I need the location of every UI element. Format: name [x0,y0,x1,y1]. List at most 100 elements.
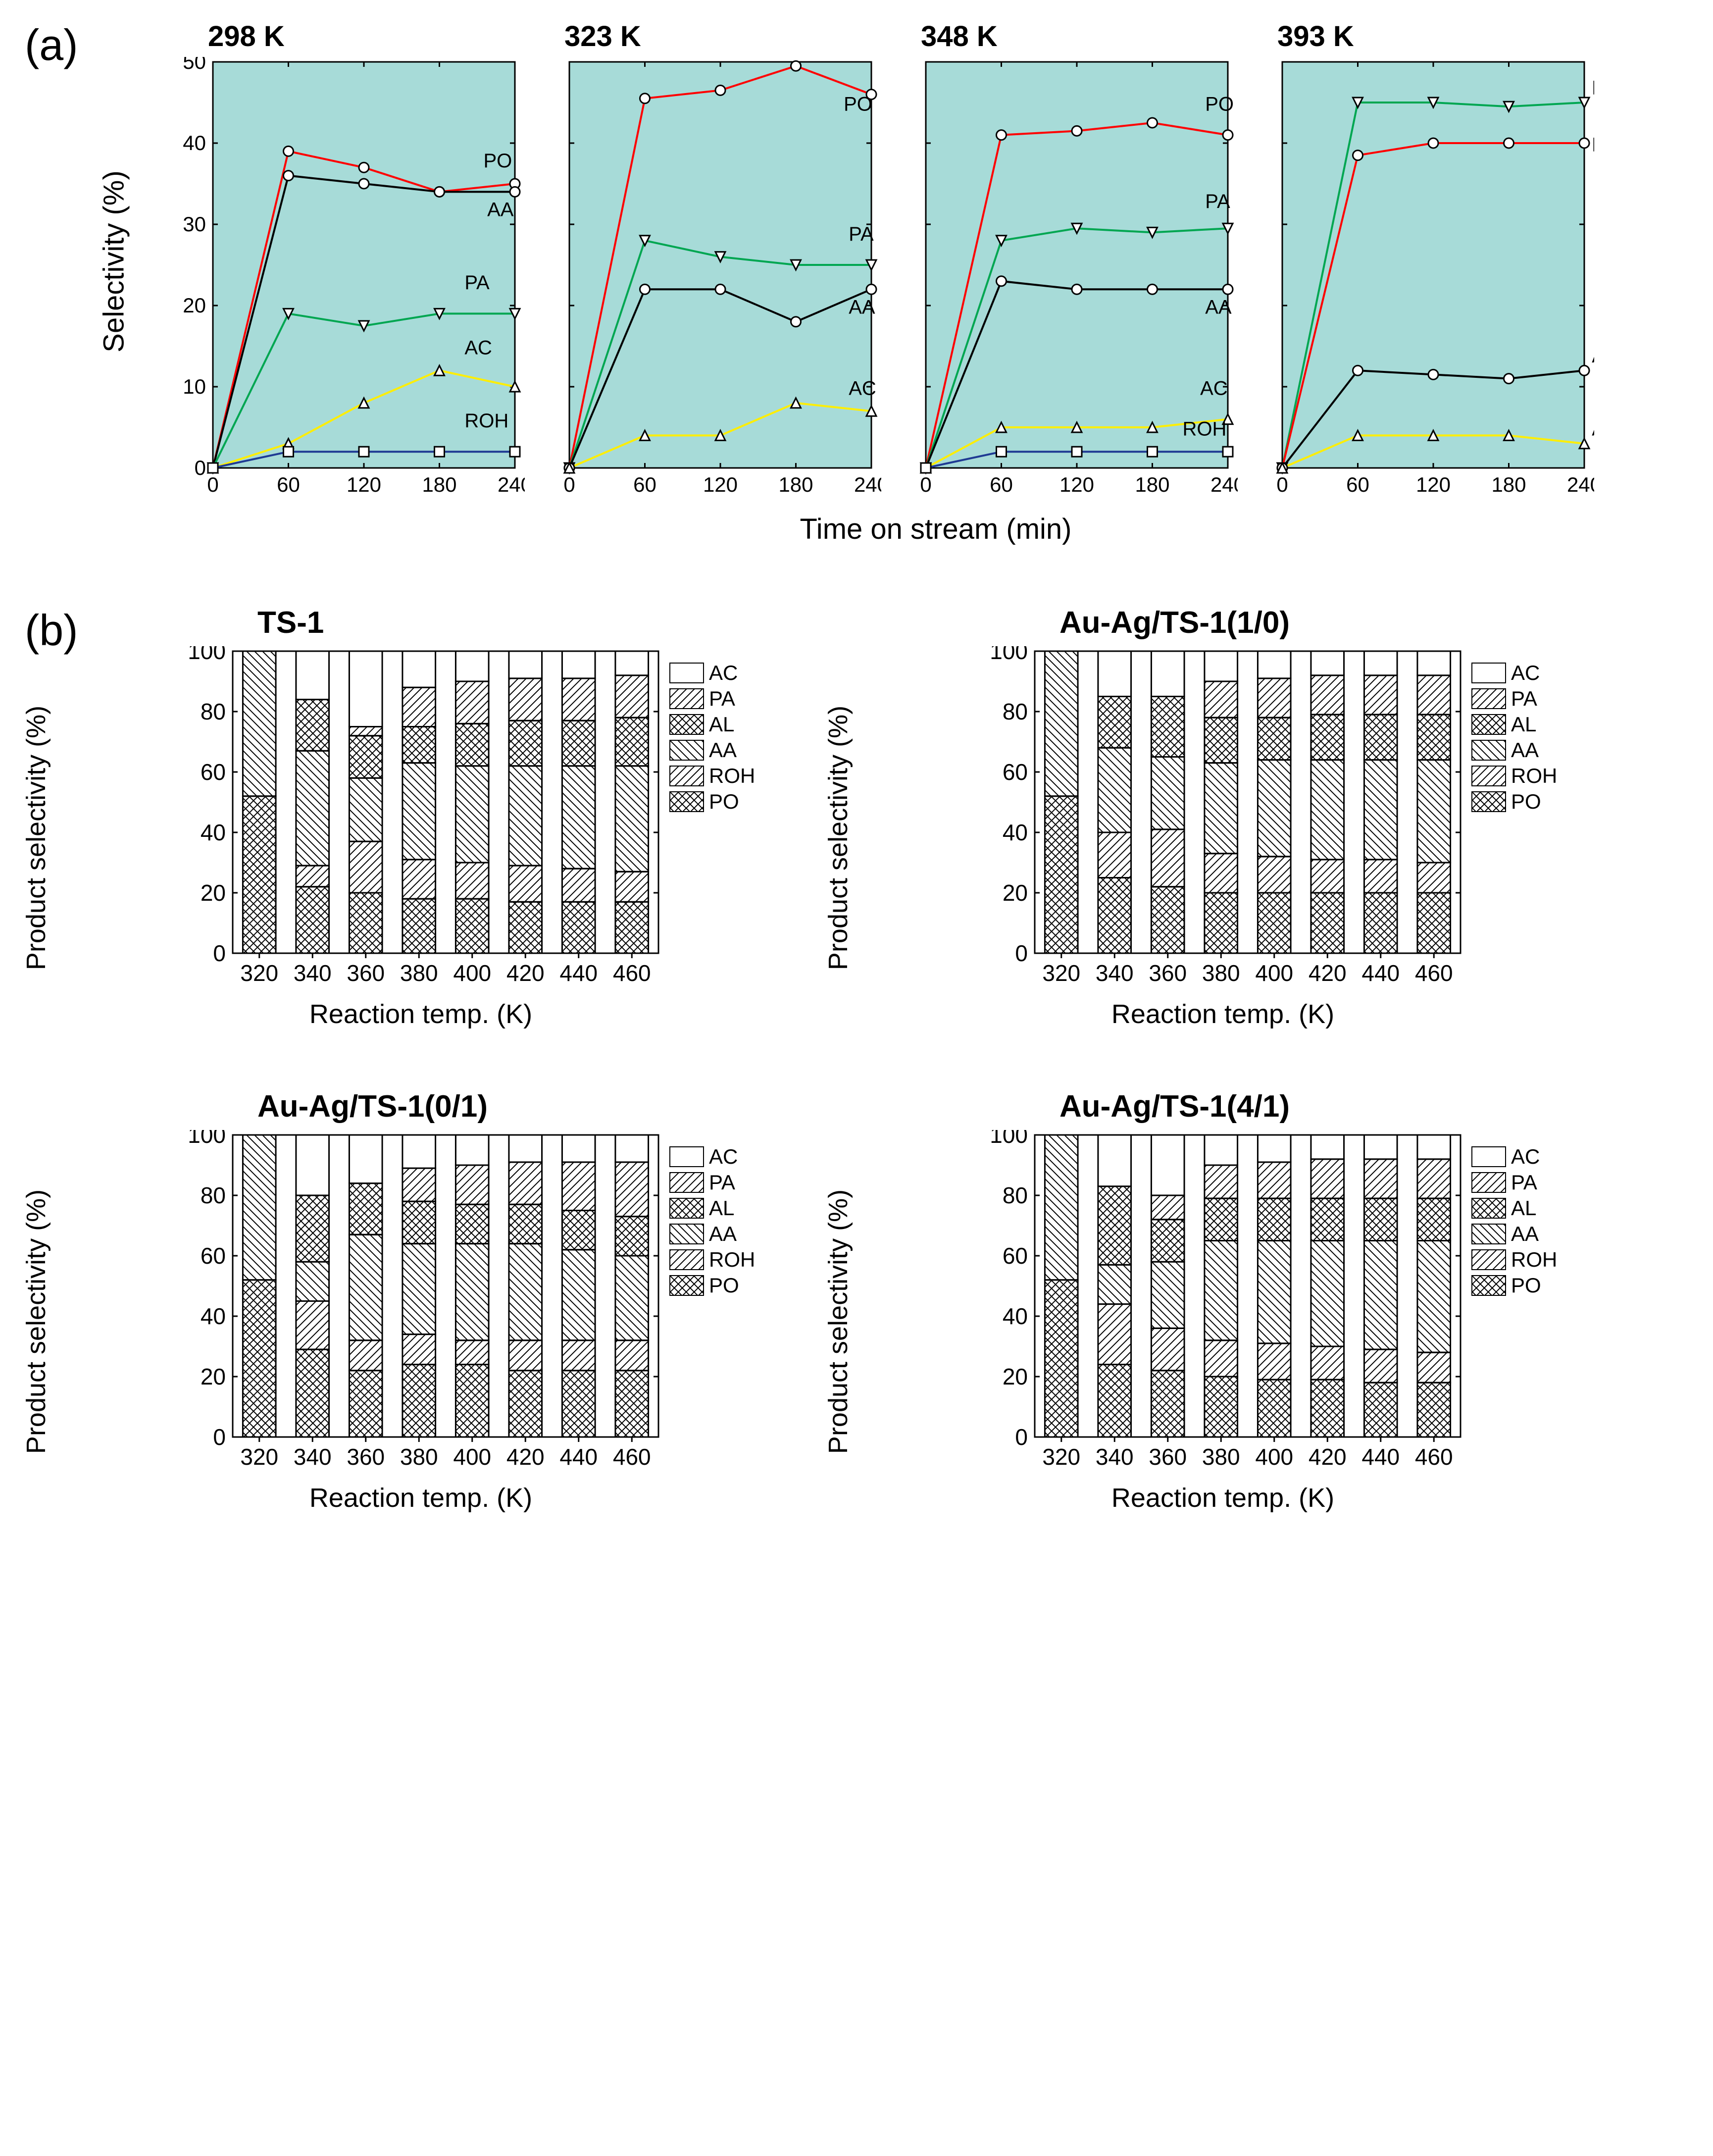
bar-ylabel: Product selectivity (%) [823,1189,854,1454]
legend-item-AA: AA [1471,738,1557,762]
panel-b: (b) TS-1Product selectivity (%)020406080… [20,605,1693,1513]
legend-item-ROH: ROH [669,764,755,788]
legend-item-ROH: ROH [1471,764,1557,788]
legend-item-AL: AL [1471,713,1557,736]
svg-text:380: 380 [1202,960,1240,986]
svg-text:120: 120 [703,473,738,496]
line-chart-title: 298 K [208,20,525,53]
bar-chart-title: Au-Ag/TS-1(1/0) [1059,605,1693,640]
legend-swatch-icon [669,1172,704,1193]
svg-text:PA: PA [464,272,490,294]
legend-label: PO [1511,1274,1541,1297]
legend-swatch-icon [1471,791,1506,812]
bar-xlabel: Reaction temp. (K) [178,999,663,1029]
svg-text:PO: PO [844,93,872,115]
svg-text:340: 340 [1096,1444,1134,1470]
legend-swatch-icon [669,1224,704,1244]
svg-text:120: 120 [347,473,381,496]
line-chart-0: 298 K01020304050060120180240POAAPAACROH [178,20,525,503]
svg-text:0: 0 [213,940,226,966]
svg-text:AA: AA [1592,345,1594,367]
panel-a: (a) Selectivity (%) 298 K010203040500601… [20,20,1693,546]
svg-text:60: 60 [633,473,656,496]
legend-item-AC: AC [669,661,755,685]
legend-swatch-icon [669,766,704,786]
line-chart-svg: 060120180240POPAAAACROH [891,57,1238,503]
legend-item-AL: AL [1471,1196,1557,1220]
svg-text:240: 240 [498,473,525,496]
svg-text:AC: AC [1200,377,1228,399]
svg-text:PA: PA [1592,77,1594,99]
svg-text:340: 340 [1096,960,1134,986]
svg-text:0: 0 [1276,473,1288,496]
legend-label: AC [1511,661,1540,685]
legend-swatch-icon [669,1275,704,1296]
legend-label: PA [709,687,735,711]
svg-text:460: 460 [1415,1444,1453,1470]
bar-legend: AC PA AL AA ROH PO [1471,661,1557,816]
svg-text:80: 80 [201,1182,226,1208]
legend-label: ROH [709,764,755,788]
svg-text:ROH: ROH [464,410,508,432]
bar-xlabel: Reaction temp. (K) [980,1483,1465,1513]
legend-item-PA: PA [1471,1171,1557,1194]
svg-text:320: 320 [1042,1444,1080,1470]
legend-swatch-icon [1471,714,1506,735]
legend-item-AC: AC [669,1145,755,1169]
legend-swatch-icon [1471,688,1506,709]
svg-text:80: 80 [1003,1182,1028,1208]
legend-label: PA [709,1171,735,1194]
svg-text:180: 180 [422,473,456,496]
svg-text:40: 40 [201,820,226,845]
svg-text:380: 380 [400,960,438,986]
svg-text:180: 180 [1135,473,1169,496]
svg-text:340: 340 [294,960,332,986]
legend-item-ROH: ROH [1471,1248,1557,1272]
svg-text:0: 0 [207,473,218,496]
svg-text:10: 10 [183,375,206,398]
line-chart-title: 323 K [564,20,881,53]
line-chart-svg: 060120180240PAPOAAAC [1248,57,1594,503]
svg-text:60: 60 [1003,1243,1028,1269]
legend-label: AA [709,1222,737,1246]
svg-text:360: 360 [1149,960,1187,986]
legend-item-AC: AC [1471,661,1557,685]
svg-text:0: 0 [1015,940,1028,966]
svg-text:240: 240 [1210,473,1238,496]
svg-text:440: 440 [559,1444,598,1470]
bar-chart-title: TS-1 [257,605,891,640]
line-chart-1: 323 K060120180240POPAAAAC [535,20,881,503]
svg-text:60: 60 [990,473,1013,496]
svg-text:PO: PO [1205,93,1234,115]
svg-text:AC: AC [849,377,876,399]
svg-text:60: 60 [1003,759,1028,785]
svg-text:AA: AA [849,296,875,318]
line-chart-3: 393 K060120180240PAPOAAAC [1248,20,1594,503]
legend-label: ROH [1511,1248,1557,1272]
legend-swatch-icon [669,1249,704,1270]
svg-text:40: 40 [201,1303,226,1329]
panel-a-ylabel: Selectivity (%) [98,170,131,352]
svg-text:440: 440 [1361,1444,1400,1470]
svg-text:320: 320 [1042,960,1080,986]
legend-label: AL [1511,713,1536,736]
svg-text:0: 0 [195,456,206,479]
legend-label: AA [1511,738,1539,762]
svg-text:400: 400 [1255,960,1293,986]
legend-swatch-icon [669,1146,704,1167]
legend-item-PA: PA [669,687,755,711]
legend-swatch-icon [669,663,704,683]
legend-swatch-icon [1471,1249,1506,1270]
bar-chart-2: Au-Ag/TS-1(0/1)Product selectivity (%)02… [178,1089,891,1513]
bar-chart-3: Au-Ag/TS-1(4/1)Product selectivity (%)02… [980,1089,1693,1513]
bar-legend: AC PA AL AA ROH PO [669,1145,755,1299]
legend-item-AL: AL [669,713,755,736]
panel-b-label: (b) [25,605,78,656]
legend-label: PA [1511,687,1537,711]
line-chart-svg: 060120180240POPAAAAC [535,57,881,503]
legend-swatch-icon [1471,1224,1506,1244]
legend-swatch-icon [1471,740,1506,761]
svg-text:240: 240 [854,473,881,496]
svg-text:100: 100 [990,646,1028,664]
bar-legend: AC PA AL AA ROH PO [669,661,755,816]
